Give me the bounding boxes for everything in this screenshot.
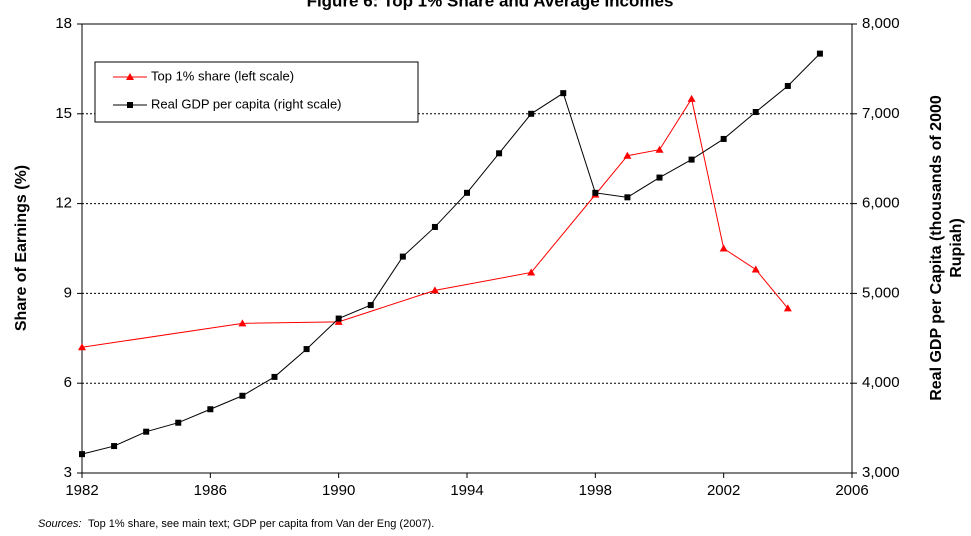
marker [239,392,246,399]
marker [464,189,470,196]
marker [430,286,439,294]
marker [688,156,695,163]
y2-tick-label: 5,000 [862,284,900,301]
marker [752,109,759,116]
plot-frame [81,23,853,474]
marker [127,102,133,108]
x-tick-label: 2002 [707,482,740,499]
y2-axis-label: Rupiah) [948,218,965,278]
marker [367,302,374,309]
marker [784,82,791,89]
y-tick-label: 6 [64,374,72,391]
marker [751,265,760,273]
marker [655,145,664,153]
marker [719,244,728,252]
marker [303,346,310,353]
x-tick-label: 1990 [322,482,355,499]
marker [431,223,438,230]
data-line [81,53,821,455]
marker [111,443,118,450]
marker [207,406,214,413]
legend-box [94,61,419,123]
y2-tick-label: 7,000 [862,105,900,122]
marker [175,419,182,426]
marker [399,253,406,260]
y-tick-label: 9 [64,284,72,301]
marker [126,73,134,80]
y2-tick-label: 3,000 [862,464,900,481]
marker [656,174,663,181]
marker [79,451,85,458]
marker [335,315,342,322]
x-tick-label: 2006 [835,482,868,499]
marker [78,343,86,351]
y-tick-label: 3 [64,464,72,481]
y-tick-label: 15 [55,105,72,122]
marker [623,151,632,159]
marker [560,90,567,97]
y-tick-label: 12 [55,195,72,212]
marker [687,94,696,102]
x-tick-label: 1982 [65,482,98,499]
legend-label: Real GDP per capita (right scale) [151,96,342,111]
marker [143,428,150,435]
y2-axis-label: Real GDP per Capita (thousands of 2000 [928,95,945,401]
y-tick-label: 18 [55,15,72,32]
x-tick-label: 1998 [579,482,612,499]
legend-label: Top 1% share (left scale) [151,68,294,83]
y-axis-label: Share of Earnings (%) [13,165,30,331]
x-tick-label: 1986 [194,482,227,499]
data-line [81,97,789,348]
x-tick-label: 1994 [450,482,483,499]
marker [592,189,599,196]
y2-tick-label: 6,000 [862,195,900,212]
marker [527,268,536,276]
marker [783,304,792,312]
marker [271,373,278,380]
source-text: Top 1% share, see main text; GDP per cap… [88,518,434,530]
marker [624,194,631,201]
marker [816,50,823,57]
chart-title: Figure 6: Top 1% Share and Average Incom… [307,0,674,10]
y2-tick-label: 4,000 [862,374,900,391]
marker [496,150,503,157]
marker [720,135,727,142]
marker [238,319,247,327]
source-label: Sources: [38,518,81,530]
y2-tick-label: 8,000 [862,15,900,32]
marker [528,110,535,117]
